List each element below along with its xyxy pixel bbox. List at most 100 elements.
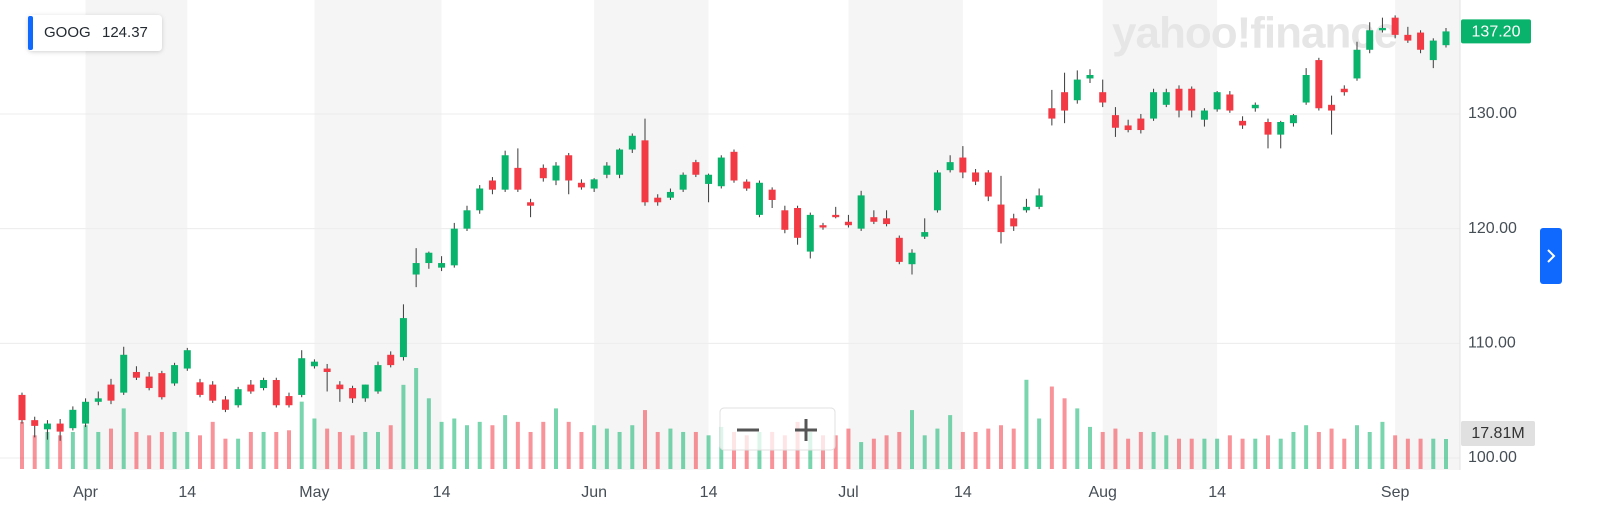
candle-body [399,318,407,358]
background-layer [0,113,1460,459]
x-tick-label: 14 [700,484,718,501]
volume-bar [668,428,673,469]
volume-bar [910,410,914,469]
x-tick-label: Jun [581,484,607,501]
next-button[interactable] [1540,228,1562,284]
candle-body [717,157,725,187]
candle-body [1048,108,1056,119]
volume-bar [1049,386,1054,469]
candle-body [69,409,77,429]
candle-body [476,188,484,211]
candle-body [730,151,738,181]
candle-body [1289,115,1297,124]
zoom-in-button[interactable] [795,419,817,441]
volume-bar [274,431,279,469]
volume-bar [58,435,63,469]
candle-body [1124,125,1132,131]
volume-bar [999,425,1003,469]
x-tick-label: 14 [433,484,451,501]
candle-body [132,371,140,378]
candle-body [654,197,662,203]
volume-bar [299,401,304,469]
volume-marker-label: 17.81M [1471,425,1524,442]
volume-bar [261,431,266,469]
volume-bar [147,435,152,469]
volume-bar [363,431,368,469]
volume-bar [1342,438,1347,469]
volume-bar [1189,438,1194,469]
zoom-controls [719,407,836,451]
volume-bar [566,421,571,469]
volume-bar [96,431,101,469]
candle-body [679,174,687,190]
volume-bar [1037,418,1042,469]
volume-bar [1062,398,1067,469]
volume-bar [973,431,978,469]
candle-body [997,204,1005,233]
legend: GOOG 124.37 [28,15,162,51]
candle-body [221,399,229,410]
candle-body [514,167,522,190]
x-tick-label: Apr [73,484,99,501]
volume-bar [1355,425,1359,469]
volume-bar [109,428,113,469]
candle-body [31,420,39,426]
volume-bar [1304,425,1309,469]
candle-body [819,225,827,228]
volume-bar [159,431,164,469]
volume-bar [782,435,787,469]
candle-body [272,380,280,406]
candle-body [310,361,318,367]
volume-bar [490,425,495,469]
candle-body [781,210,789,230]
price-marker [1461,19,1531,44]
volume-bar [1444,439,1448,469]
volume-bar [1138,431,1143,469]
candle-body [18,394,26,421]
volume-bar [45,431,50,469]
candle-body [870,217,878,222]
volume-bar [401,384,406,469]
candle-body [692,162,700,175]
candle-body [972,172,980,182]
volume-bar [1431,438,1436,469]
volume-bar [32,435,37,469]
x-tick-label: Jul [838,484,858,501]
volume-bar [70,431,75,469]
x-tick-label: Sep [1381,484,1410,501]
volume-bar [948,415,953,469]
volume-bar [223,438,228,469]
candle-body [1073,79,1081,101]
candle-body [743,181,751,189]
volume-bar [706,435,711,469]
volume-bar [1202,438,1207,469]
candle-body [145,376,153,389]
candle-body [1417,32,1425,50]
candle-body [94,398,102,402]
volume-bar [1126,438,1131,469]
candle-body [552,165,560,181]
candle-body [1099,92,1107,103]
candle-body [908,252,916,265]
volume-bar [134,431,139,469]
volume-bar [1253,438,1258,469]
candle-body [1200,110,1208,120]
candle-body [806,214,814,252]
y-tick-label: 110.00 [1468,335,1516,352]
candle-body [412,263,420,275]
volume-bar [1367,431,1372,469]
candle-body [1086,74,1094,79]
next-button-bg[interactable] [1540,228,1562,284]
volume-bar [20,421,24,469]
candle-body [844,221,852,226]
volume-bar [935,428,940,469]
volume-bar [248,431,253,469]
candle-body [501,155,509,190]
volume-marker [1461,421,1535,447]
candle-body [1251,104,1259,109]
candle-body [260,380,268,389]
candle-body [374,365,382,392]
candle-body [768,189,776,200]
